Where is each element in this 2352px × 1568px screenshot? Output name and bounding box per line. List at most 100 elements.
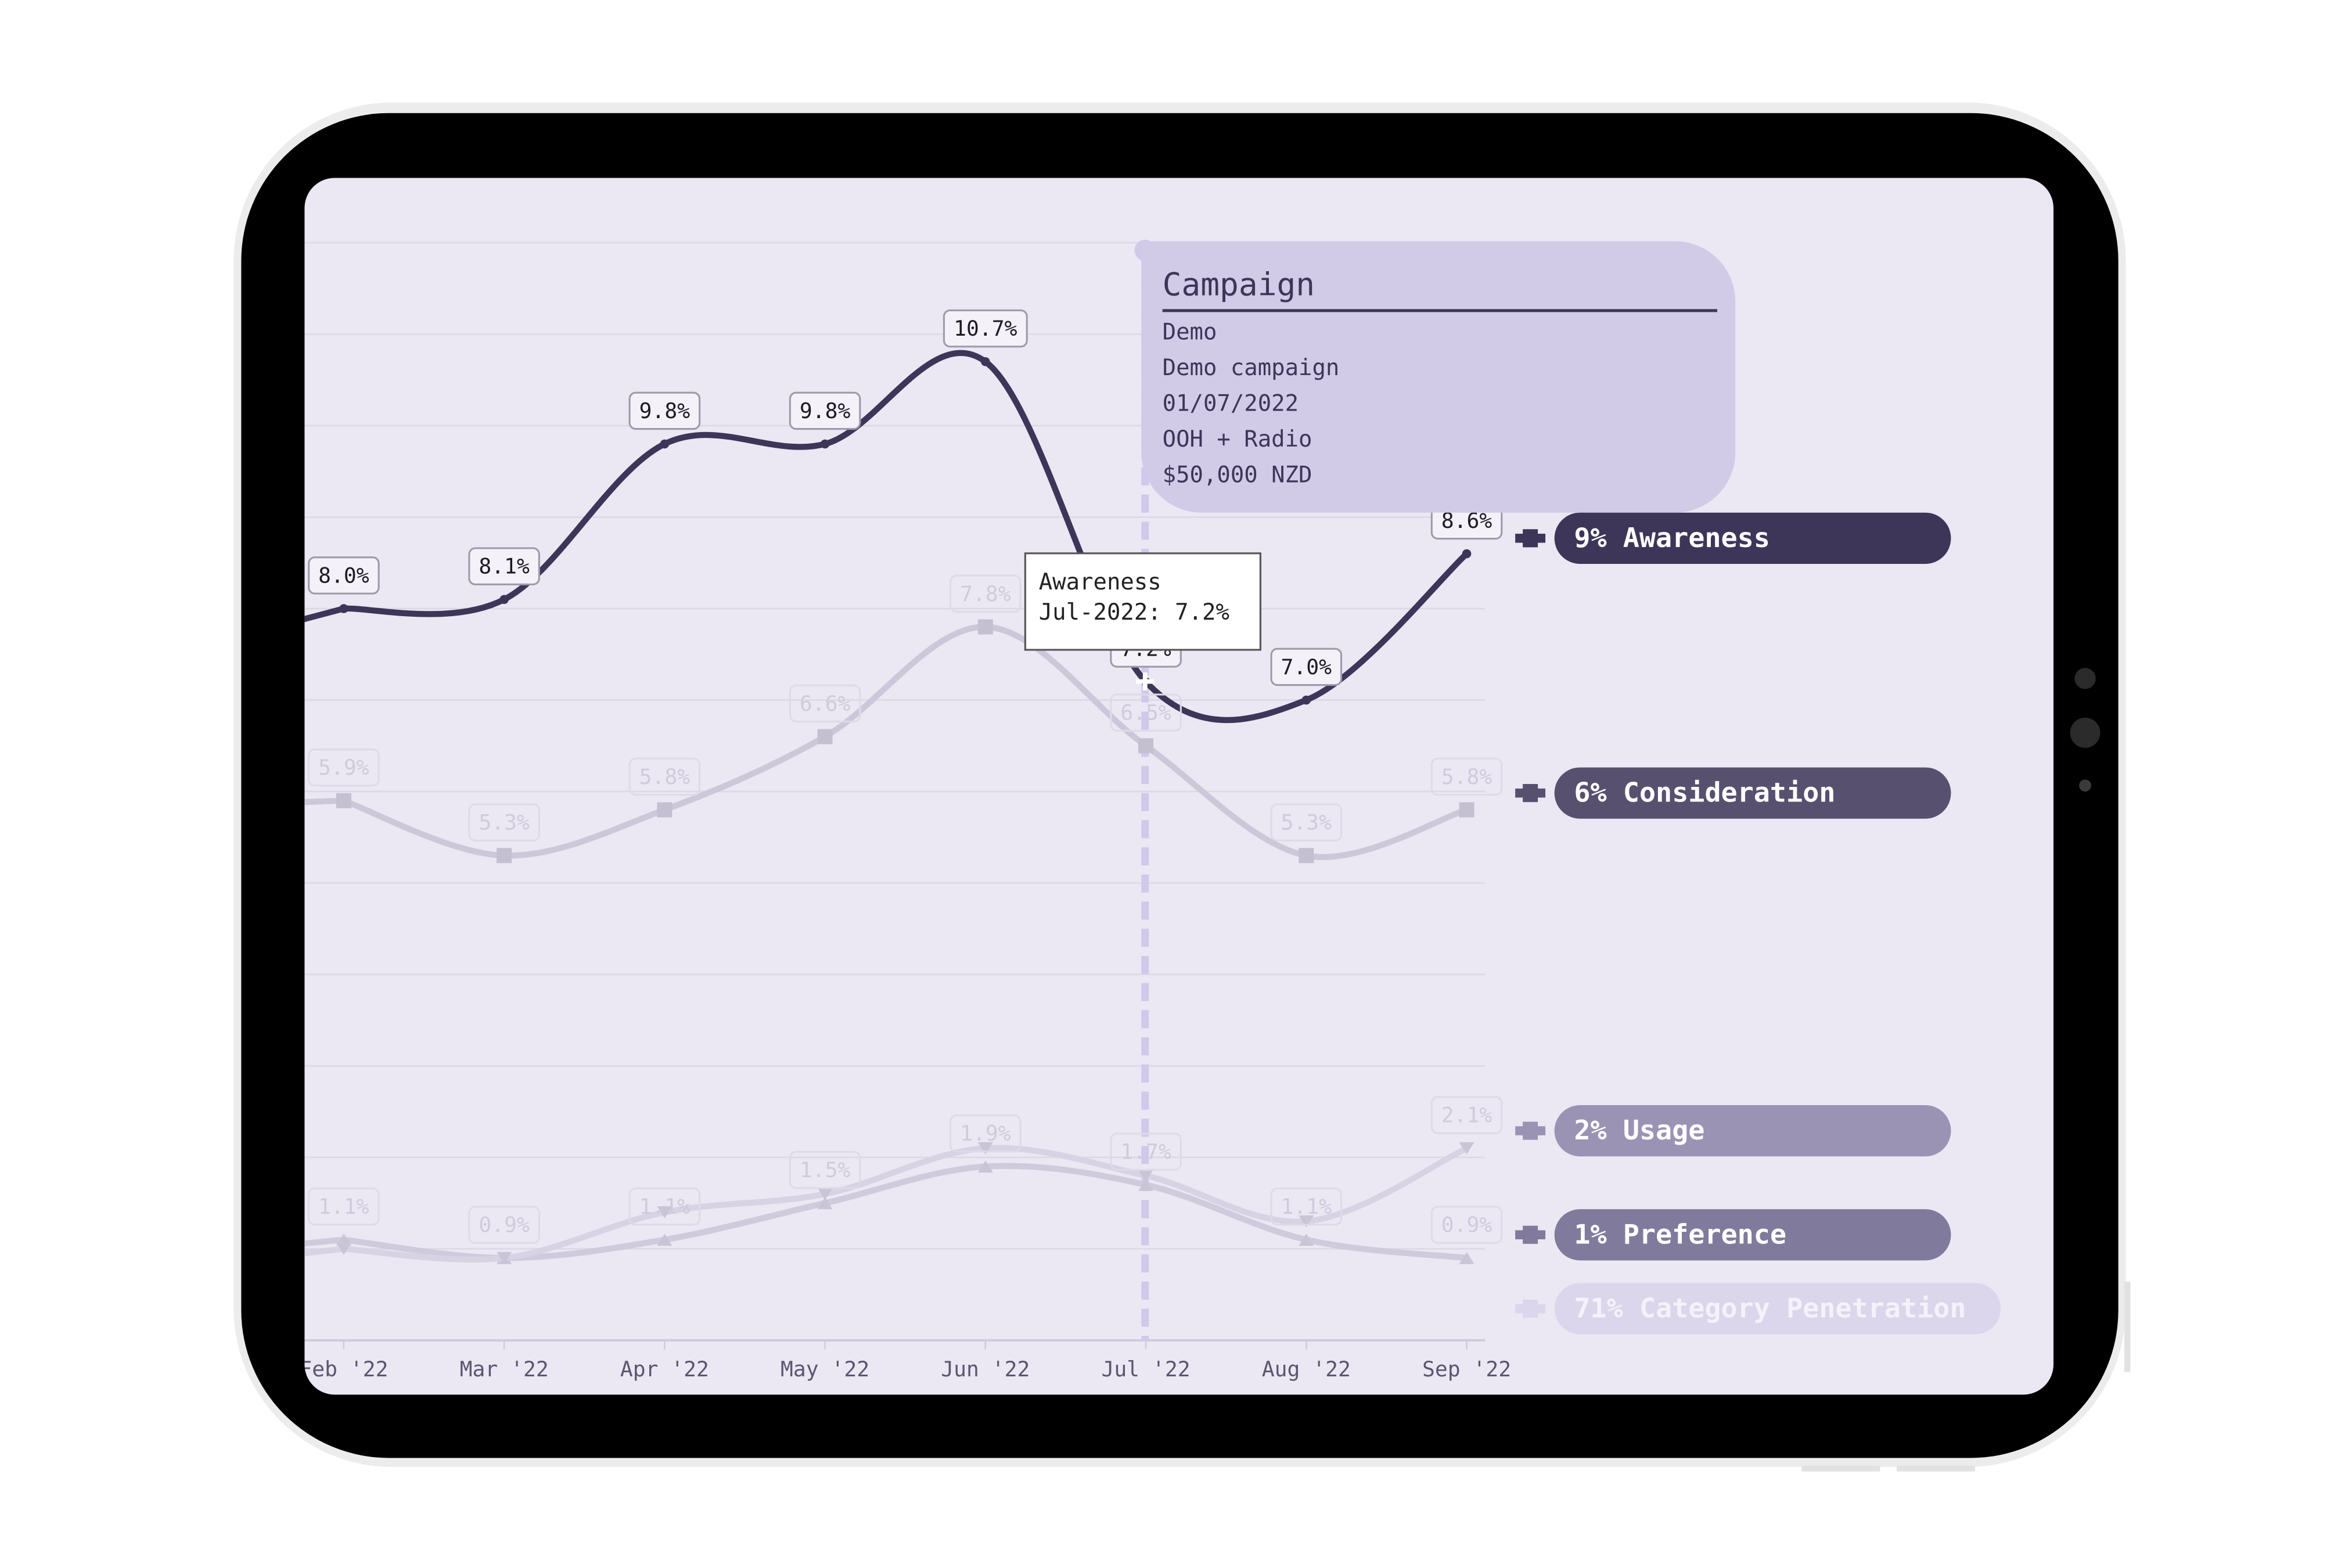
campaign-line-text: OOH + Radio: [1163, 426, 1312, 452]
value-label: 10.7%: [954, 316, 1017, 341]
value-label-box: [1430, 1096, 1503, 1134]
point: [1459, 1142, 1475, 1155]
value-label: 2.1%: [1441, 1103, 1493, 1128]
campaign-line-text: Demo campaign: [1163, 355, 1340, 381]
point: [1462, 549, 1472, 559]
value-label: 5.9%: [318, 755, 369, 780]
value-label: 5.8%: [1441, 764, 1493, 789]
value-label-box: [628, 1187, 701, 1226]
point: [336, 793, 351, 808]
value-label-box: [943, 309, 1028, 348]
value-label-box: [468, 803, 540, 841]
point: [817, 729, 833, 745]
value-label-box: [789, 391, 861, 430]
value-label: 8.1%: [479, 554, 530, 579]
value-label: 0.9%: [479, 1213, 530, 1238]
value-label-box: [1270, 803, 1343, 841]
point: [1299, 848, 1314, 864]
value-label: 5.8%: [639, 764, 691, 789]
legend-label: 6% Consideration: [1574, 778, 1835, 809]
series-line-lead: [304, 1236, 344, 1249]
value-label: 5.3%: [1281, 810, 1332, 835]
value-label-box: [789, 1150, 861, 1189]
value-label-box: [1110, 693, 1182, 732]
value-label-box: [308, 1187, 380, 1226]
series-line: [340, 1163, 1470, 1261]
legend-label: 2% Usage: [1574, 1115, 1704, 1146]
tooltip-box: [1024, 552, 1261, 651]
value-label-box: [308, 748, 380, 787]
value-label-box: [628, 391, 701, 430]
value-label-box: [468, 1206, 540, 1244]
legend-label: 1% Preference: [1574, 1219, 1786, 1250]
legend-marker-box: [1523, 784, 1538, 803]
point: [817, 1188, 833, 1200]
x-tick-label: Feb '22: [299, 1357, 388, 1382]
point: [977, 619, 993, 635]
volume-button: [1801, 1465, 1880, 1472]
point: [339, 604, 348, 613]
point: [336, 1233, 351, 1246]
tooltip-text: Jul-2022: 7.2%: [1039, 599, 1229, 625]
value-label: 0.9%: [1441, 1213, 1493, 1238]
value-label-box: [950, 574, 1022, 613]
series-line-lead: [304, 797, 344, 806]
point: [817, 1197, 833, 1210]
x-tick-label: Apr '22: [620, 1357, 709, 1382]
campaign-line-text: Demo: [1163, 319, 1217, 345]
legend-pill: [1554, 1209, 1951, 1261]
x-tick-label: Aug '22: [1262, 1357, 1351, 1382]
series-line: [340, 624, 1470, 860]
camera: [2070, 717, 2101, 748]
legend-marker-box: [1523, 529, 1538, 548]
point: [977, 1160, 993, 1173]
point: [1138, 1170, 1154, 1182]
point: [981, 357, 990, 366]
value-label: 1.7%: [1120, 1139, 1171, 1164]
legend-marker-box: [1523, 1225, 1538, 1244]
point: [977, 1142, 993, 1155]
point: [820, 439, 830, 449]
value-label: 7.0%: [1281, 654, 1332, 679]
x-tick-label: Sep '22: [1422, 1357, 1511, 1382]
x-tick-label: Jul '22: [1102, 1357, 1191, 1382]
hover-cursor: [1136, 672, 1155, 691]
side-button: [2124, 1281, 2131, 1372]
point: [1138, 1178, 1154, 1191]
value-label: 6.5%: [1120, 700, 1171, 725]
point: [1299, 1215, 1314, 1228]
point: [657, 1206, 672, 1218]
value-label-box: [1430, 1206, 1503, 1244]
series-line-lead: [304, 605, 345, 628]
point: [1459, 802, 1475, 818]
legend-pill: [1554, 767, 1951, 819]
value-label: 1.1%: [639, 1194, 691, 1219]
legend-label: 71% Category Penetration: [1574, 1293, 1966, 1325]
point: [1138, 738, 1154, 754]
value-label-box: [789, 684, 861, 723]
legend-pill: [1554, 1105, 1951, 1157]
value-label: 1.9%: [960, 1121, 1011, 1146]
legend-pill: [1554, 1283, 2001, 1335]
value-label: 6.6%: [800, 691, 851, 716]
value-label-box: [308, 556, 380, 595]
value-label-box: [1110, 1132, 1182, 1171]
point: [1459, 1251, 1475, 1264]
x-tick-label: May '22: [781, 1357, 869, 1382]
value-label: 1.5%: [800, 1157, 851, 1182]
legend-marker-box: [1523, 1299, 1538, 1318]
x-tick-label: Jun '22: [941, 1357, 1030, 1382]
value-label: 7.8%: [960, 581, 1011, 606]
value-label-box: [468, 547, 540, 585]
series-line: [340, 1145, 1470, 1263]
value-label: 1.1%: [318, 1194, 369, 1219]
point: [1301, 695, 1311, 705]
value-label: 5.3%: [479, 810, 530, 835]
value-label-box: [628, 757, 701, 796]
point: [497, 1251, 512, 1264]
campaign-line-text: 01/07/2022: [1163, 390, 1299, 416]
series-line: [340, 350, 1470, 724]
chart: Feb '22 Mar '22 Apr '22 May '22 Jun '22 Jul '…: [299, 239, 2001, 1382]
